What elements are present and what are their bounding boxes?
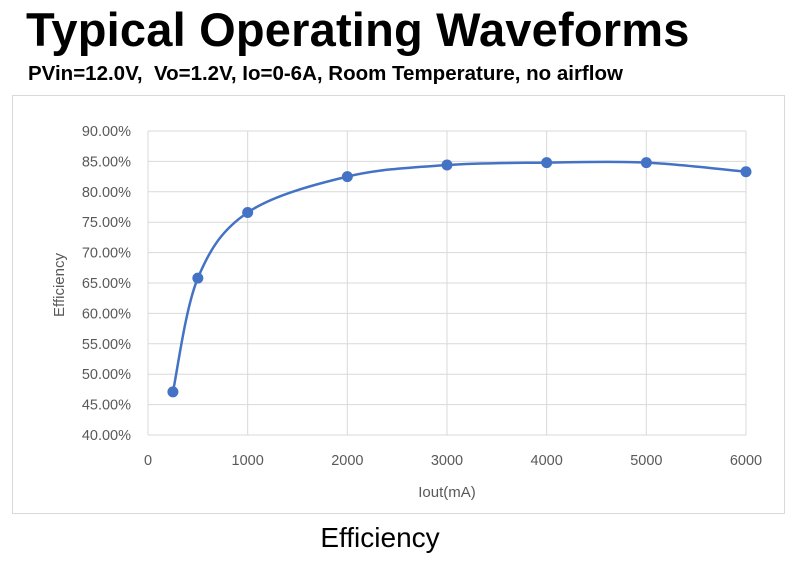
x-tick-label: 4000: [531, 453, 563, 469]
y-tick-label: 40.00%: [82, 428, 131, 444]
y-tick-label: 65.00%: [82, 276, 131, 292]
data-point: [341, 171, 353, 183]
chart-frame: [12, 95, 785, 514]
x-tick-labels: 0 1000 2000 3000 4000 5000 6000: [144, 453, 762, 469]
x-tick-label: 0: [144, 453, 152, 469]
series-line: [171, 160, 747, 393]
y-tick-labels: 40.00% 45.00% 50.00% 55.00% 60.00% 65.00% 70.0…: [82, 124, 131, 444]
data-point: [192, 272, 204, 284]
y-tick-label: 60.00%: [82, 306, 131, 322]
x-tick-label: 6000: [730, 453, 762, 469]
data-point: [640, 157, 652, 169]
x-tick-label: 3000: [431, 453, 463, 469]
data-point: [541, 157, 553, 169]
x-tick-label: 2000: [331, 453, 363, 469]
y-axis-title: Efficiency: [51, 253, 68, 317]
y-tick-label: 70.00%: [82, 246, 131, 262]
y-tick-label: 45.00%: [82, 398, 131, 414]
data-point: [167, 386, 179, 398]
y-tick-label: 75.00%: [82, 215, 131, 231]
data-point: [740, 166, 752, 178]
y-tick-label: 85.00%: [82, 154, 131, 170]
page-subtitle: PVin=12.0V, Vo=1.2V, Io=0-6A, Room Tempe…: [28, 62, 623, 85]
page-title: Typical Operating Waveforms: [26, 3, 690, 56]
chart-series: [167, 157, 752, 398]
figure-caption: Efficiency: [320, 522, 440, 553]
data-point: [441, 159, 453, 171]
x-tick-label: 5000: [630, 453, 662, 469]
x-axis-title: Iout(mA): [418, 484, 476, 501]
y-tick-label: 50.00%: [82, 367, 131, 383]
y-tick-label: 55.00%: [82, 337, 131, 353]
chart-grid: [147, 130, 747, 436]
y-tick-label: 80.00%: [82, 185, 131, 201]
y-tick-label: 90.00%: [82, 124, 131, 140]
data-point: [242, 206, 254, 218]
x-tick-label: 1000: [232, 453, 264, 469]
